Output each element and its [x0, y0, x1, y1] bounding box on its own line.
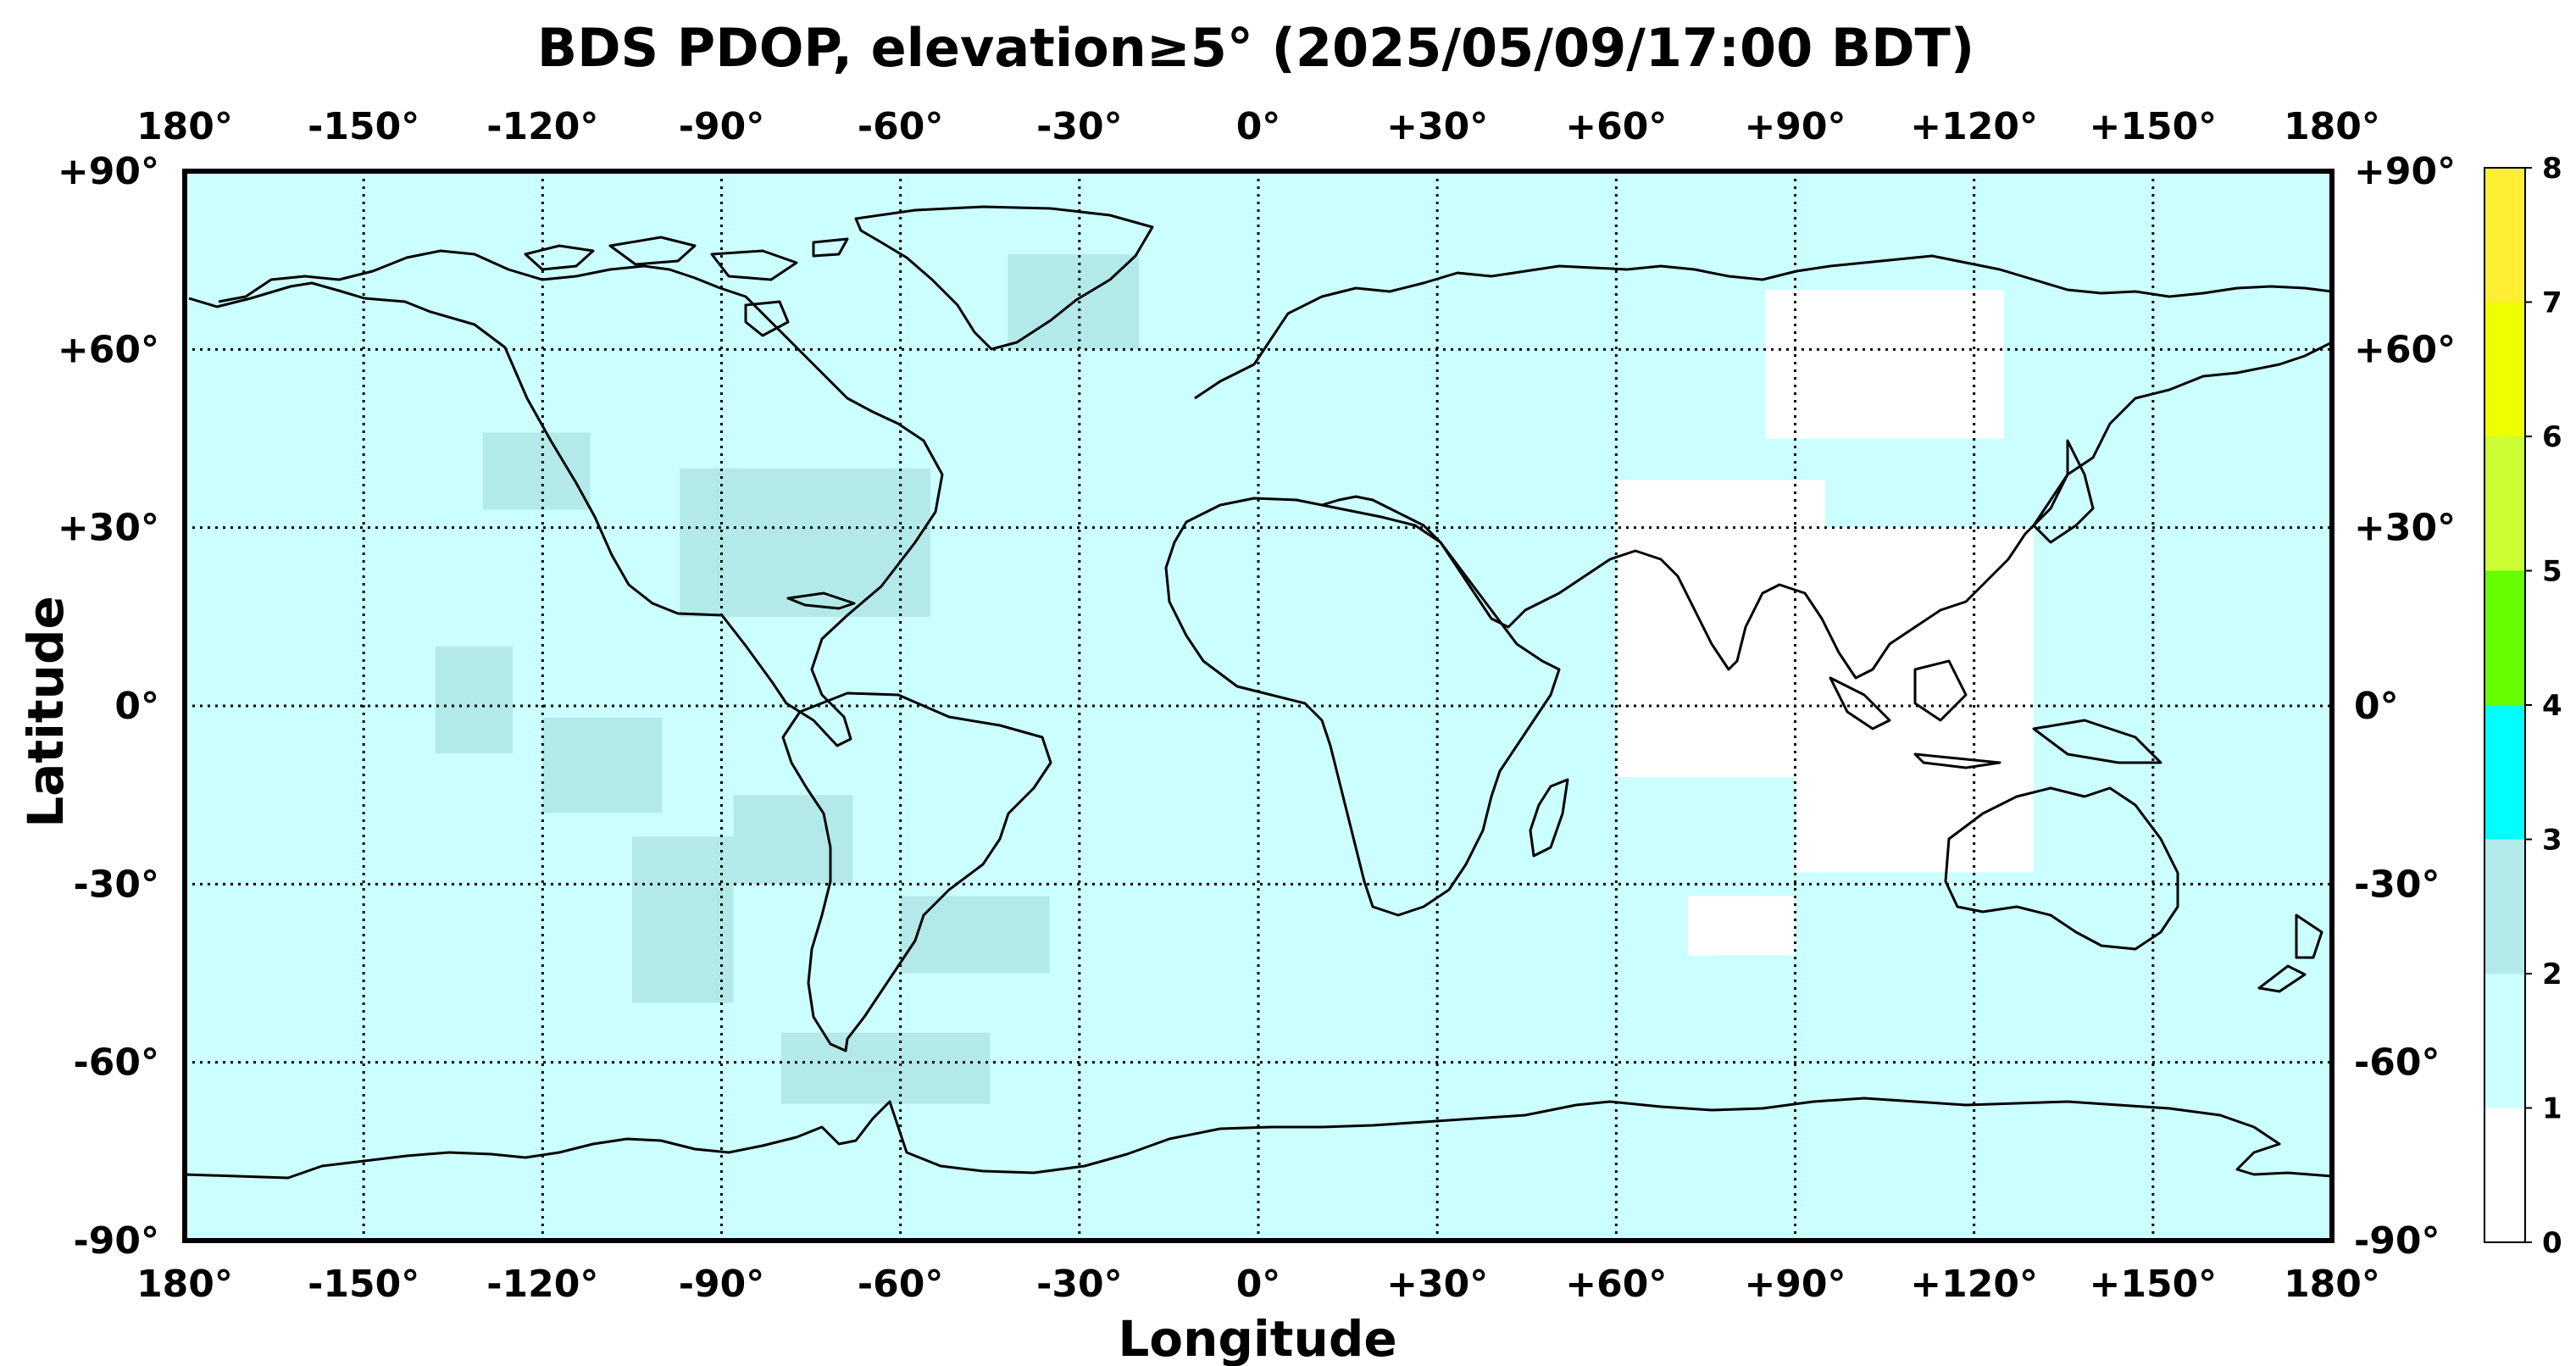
- pdop-region-2: [482, 432, 591, 510]
- x-tick-label: -30°: [1036, 105, 1123, 148]
- colorbar-segment-3: [2484, 705, 2525, 840]
- x-tick-label: -90°: [679, 105, 765, 148]
- gridlines: [185, 171, 2332, 1241]
- x-tick-label: -120°: [486, 105, 598, 148]
- colorbar-segment-4: [2484, 570, 2525, 705]
- y-axis-label: Latitude: [17, 596, 75, 828]
- colorbar-segment-5: [2484, 436, 2525, 571]
- x-tick-label: +30°: [1386, 105, 1488, 148]
- y-tick-label: +90°: [58, 150, 159, 193]
- colorbar-segment-2: [2484, 839, 2525, 974]
- coast-asia-south: [1321, 341, 2332, 680]
- y-tick-label: +60°: [58, 328, 159, 371]
- coast-arctic-islands: [524, 236, 849, 337]
- x-tick-label: +120°: [1910, 105, 2038, 148]
- colorbar-segment-6: [2484, 302, 2525, 436]
- x-tick-label: -90°: [679, 1263, 765, 1306]
- x-tick-label: 180°: [136, 1263, 233, 1306]
- pdop-region-13: [1687, 896, 1796, 956]
- x-tick-label: -150°: [308, 105, 419, 148]
- y-tick-label: 0°: [2354, 685, 2399, 728]
- y-tick-label: +30°: [58, 507, 159, 550]
- y-tick-label: -90°: [74, 1219, 160, 1263]
- x-tick-label: +150°: [2089, 105, 2217, 148]
- coast-antarctica: [185, 1097, 2332, 1180]
- pdop-region-9: [780, 1032, 991, 1104]
- x-tick-label: +150°: [2089, 1263, 2217, 1306]
- pdop-region-8: [900, 896, 1050, 974]
- x-tick-label: -60°: [858, 105, 944, 148]
- colorbar-segment-7: [2484, 168, 2525, 303]
- coast-europe-asia: [1194, 254, 2332, 400]
- x-tick-label: -60°: [858, 1263, 944, 1306]
- colorbar-tick-label: 7: [2542, 286, 2562, 320]
- y-tick-label: -60°: [2354, 1041, 2440, 1085]
- x-tick-labels-bottom: 180° -150° -120° -90° -60° -30° 0° +30° +60° +90°…: [136, 1263, 2380, 1306]
- y-tick-labels-right: +90° +60° +30° 0° -30° -60° -90°: [2354, 150, 2456, 1263]
- x-tick-label: 180°: [2284, 1263, 2380, 1306]
- x-axis-label: Longitude: [1118, 1310, 1396, 1366]
- colorbar-tick-label: 2: [2542, 958, 2562, 991]
- coast-new-zealand: [2257, 913, 2323, 993]
- pdop-region-10: [1765, 290, 2004, 439]
- x-tick-label: 180°: [136, 105, 233, 148]
- colorbar: 0 1 2 3 4 5 6 7 8: [2484, 152, 2562, 1260]
- colorbar-tick-label: 3: [2542, 824, 2562, 858]
- pdop-region-5: [542, 718, 663, 813]
- colorbar-segment-0: [2484, 1108, 2525, 1242]
- colorbar-segment-1: [2484, 974, 2525, 1108]
- pdop-region-4: [435, 646, 514, 754]
- coast-madagascar: [1529, 778, 1569, 858]
- coast-japan: [2032, 439, 2095, 544]
- x-tick-label: -150°: [308, 1263, 419, 1306]
- x-tick-labels-top: 180° -150° -120° -90° -60° -30° 0° +30° +60° +90°…: [136, 105, 2380, 148]
- x-tick-label: -120°: [486, 1263, 598, 1306]
- pdop-regions: [435, 254, 2035, 1104]
- y-tick-label: 0°: [114, 685, 159, 728]
- coast-greenland: [854, 205, 1154, 351]
- coast-africa: [1164, 497, 1561, 917]
- x-tick-label: -30°: [1036, 1263, 1123, 1306]
- pdop-region-6: [631, 836, 734, 1003]
- colorbar-tick-label: 1: [2542, 1092, 2562, 1126]
- coast-australia: [1944, 786, 2179, 951]
- chart-title: BDS PDOP, elevation≥5° (2025/05/09/17:00…: [537, 17, 1974, 79]
- plot-area: [182, 169, 2334, 1243]
- coast-south-america: [781, 691, 1052, 1052]
- y-tick-labels-left: +90° +60° +30° 0° -30° -60° -90°: [58, 150, 159, 1263]
- y-tick-label: -60°: [74, 1041, 160, 1085]
- colorbar-tick-label: 0: [2542, 1226, 2562, 1260]
- x-tick-label: +60°: [1565, 1263, 1667, 1306]
- y-tick-label: -30°: [2354, 863, 2440, 906]
- x-tick-label: +30°: [1386, 1263, 1488, 1306]
- colorbar-tick-label: 8: [2542, 152, 2562, 186]
- y-tick-label: +90°: [2354, 150, 2456, 193]
- x-tick-label: +90°: [1744, 1263, 1846, 1306]
- pdop-region-3: [680, 468, 930, 617]
- pdop-region-7: [733, 795, 853, 885]
- y-tick-label: +60°: [2354, 328, 2456, 371]
- y-tick-label: -30°: [74, 863, 160, 906]
- plot-frame: [182, 169, 2334, 1243]
- y-tick-label: -90°: [2354, 1219, 2440, 1263]
- x-tick-label: +90°: [1744, 105, 1846, 148]
- pdop-region-11: [1616, 480, 1825, 778]
- x-tick-label: 180°: [2284, 105, 2380, 148]
- colorbar-tick-label: 6: [2542, 420, 2562, 454]
- colorbar-tick-label: 5: [2542, 555, 2562, 589]
- x-tick-label: +60°: [1565, 105, 1667, 148]
- y-tick-label: +30°: [2354, 507, 2456, 550]
- colorbar-tick-label: 4: [2542, 689, 2562, 723]
- coastlines: [185, 205, 2332, 1180]
- x-tick-label: 0°: [1236, 1263, 1281, 1306]
- coast-indonesia: [1829, 659, 2162, 769]
- x-tick-label: +120°: [1910, 1263, 2038, 1306]
- x-tick-label: 0°: [1236, 105, 1281, 148]
- coast-cuba: [786, 591, 856, 610]
